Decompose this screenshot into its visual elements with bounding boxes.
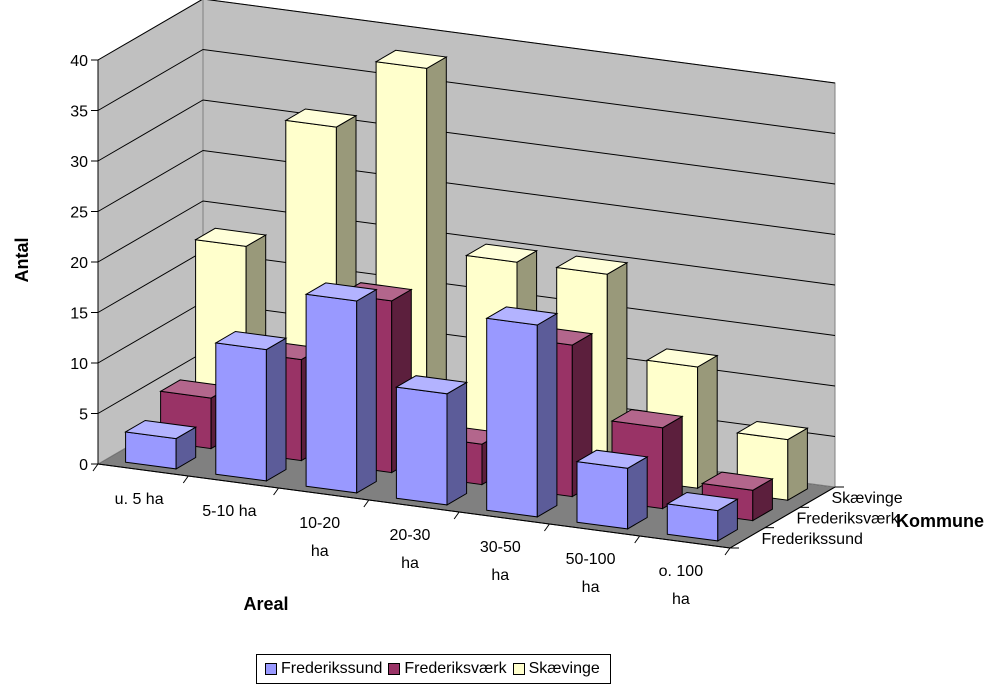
bar-Frederikssund-5-10 ha: [214, 330, 288, 482]
bar-top: [194, 227, 268, 247]
x-tick-mark: [544, 523, 550, 532]
bar-front: [576, 461, 629, 530]
x-tick-label: ha: [311, 543, 329, 560]
x-tick-mark: [92, 463, 99, 472]
y-tick-label: 5: [79, 407, 88, 424]
z-tick-label: Frederiksværk: [797, 511, 900, 528]
z-axis-line: [729, 486, 836, 549]
bars: [124, 49, 809, 542]
x-tick-label: u. 5 ha: [115, 491, 164, 508]
x-tick-mark: [363, 499, 370, 508]
x-tick-label: ha: [582, 579, 600, 596]
x-axis-line: [97, 463, 731, 549]
z-tick-label: Skævinge: [832, 490, 903, 507]
bar-side: [627, 456, 648, 530]
bar-top: [700, 471, 774, 491]
gridline-20: [97, 200, 836, 286]
bar-top: [575, 449, 649, 469]
bar-top: [284, 108, 358, 128]
bar-top: [610, 409, 684, 429]
y-tick-label: 25: [70, 205, 88, 222]
bar-top: [735, 420, 809, 441]
y-tick-label: 30: [70, 154, 88, 171]
bar-Frederikssund-u. 5 ha: [124, 419, 198, 470]
legend-swatch-frederikssund: [265, 663, 277, 675]
x-tick-label: 5-10 ha: [202, 503, 256, 520]
x-tick-mark: [273, 487, 279, 496]
x-tick-label: ha: [672, 591, 690, 608]
bar-top: [374, 49, 448, 69]
bar-side: [787, 427, 808, 502]
bar-side: [265, 337, 287, 482]
bar-top: [665, 491, 739, 512]
y-tick-label: 0: [79, 457, 88, 474]
gridline-30: [97, 99, 836, 185]
bar-front: [305, 293, 358, 494]
x-tick-mark: [453, 511, 460, 520]
x-tick-label: 50-100: [566, 551, 616, 568]
bar-top: [645, 348, 719, 368]
bar-side: [356, 288, 377, 494]
legend-swatch-skaevinge: [512, 663, 525, 675]
bar-Frederikssund-30-50 ha: [485, 306, 559, 518]
gridline-35: [97, 48, 836, 134]
legend-label-skaevinge: Skævinge: [528, 660, 600, 677]
x-tick-mark: [182, 475, 189, 484]
z-axis-title: Kommune: [896, 511, 984, 531]
x-tick-label: ha: [401, 555, 419, 572]
z-tick-label: Frederikssund: [762, 531, 863, 548]
x-tick-label: 10-20: [299, 515, 340, 532]
y-tick-label: 15: [70, 306, 88, 323]
bar-top: [214, 330, 288, 351]
x-tick-mark: [724, 547, 731, 556]
bar-Frederikssund-20-30 ha: [394, 375, 469, 506]
gridline-40: [97, 0, 836, 84]
gridline-25: [97, 149, 836, 235]
x-tick-label: o. 100: [659, 563, 704, 580]
legend: Frederikssund Frederiksværk Skævinge: [256, 654, 611, 684]
bar-top: [124, 419, 198, 440]
axes: 0 5 10 15 20 25 30 35 40 u. 5 ha 5-10 ha 10-20 ha 20-…: [70, 53, 903, 608]
legend-item-frederiksvaerk: Frederiksværk: [388, 660, 507, 678]
x-tick-label: 20-30: [390, 527, 431, 544]
bar-side: [446, 381, 468, 506]
y-tick-label: 10: [70, 356, 88, 373]
legend-item-frederikssund: Frederikssund: [265, 660, 382, 678]
x-tick-label: 30-50: [480, 539, 521, 556]
x-tick-mark: [634, 535, 641, 544]
y-tick-label: 35: [70, 104, 88, 121]
legend-swatch-frederiksvaerk: [388, 663, 401, 675]
bar-front: [395, 386, 448, 506]
bar-side: [662, 415, 683, 510]
legend-item-skaevinge: Skævinge: [512, 660, 600, 678]
x-tick-label: ha: [491, 567, 509, 584]
legend-label-frederikssund: Frederikssund: [281, 660, 383, 677]
bar-Frederikssund-50-100 ha: [575, 449, 649, 530]
y-tick-label: 40: [70, 53, 88, 70]
bar-top: [485, 306, 559, 326]
bar-Frederikssund-o. 100 ha: [665, 491, 739, 542]
bar-Frederikssund-10-20 ha: [304, 282, 378, 494]
bar-top: [555, 255, 629, 275]
y-axis-title: Antal: [12, 238, 32, 283]
bar-front: [486, 317, 538, 518]
bar-Skævinge-10-20 ha: [374, 49, 448, 454]
legend-label-frederiksvaerk: Frederiksværk: [404, 660, 507, 677]
x-axis-title: Areal: [243, 594, 288, 614]
bar-top: [464, 243, 539, 263]
bar-side: [536, 312, 558, 518]
bar-side: [697, 354, 718, 490]
y-tick-label: 20: [70, 255, 88, 272]
bar-top: [394, 375, 469, 395]
bar-top: [304, 282, 378, 302]
bar-front: [215, 342, 267, 482]
